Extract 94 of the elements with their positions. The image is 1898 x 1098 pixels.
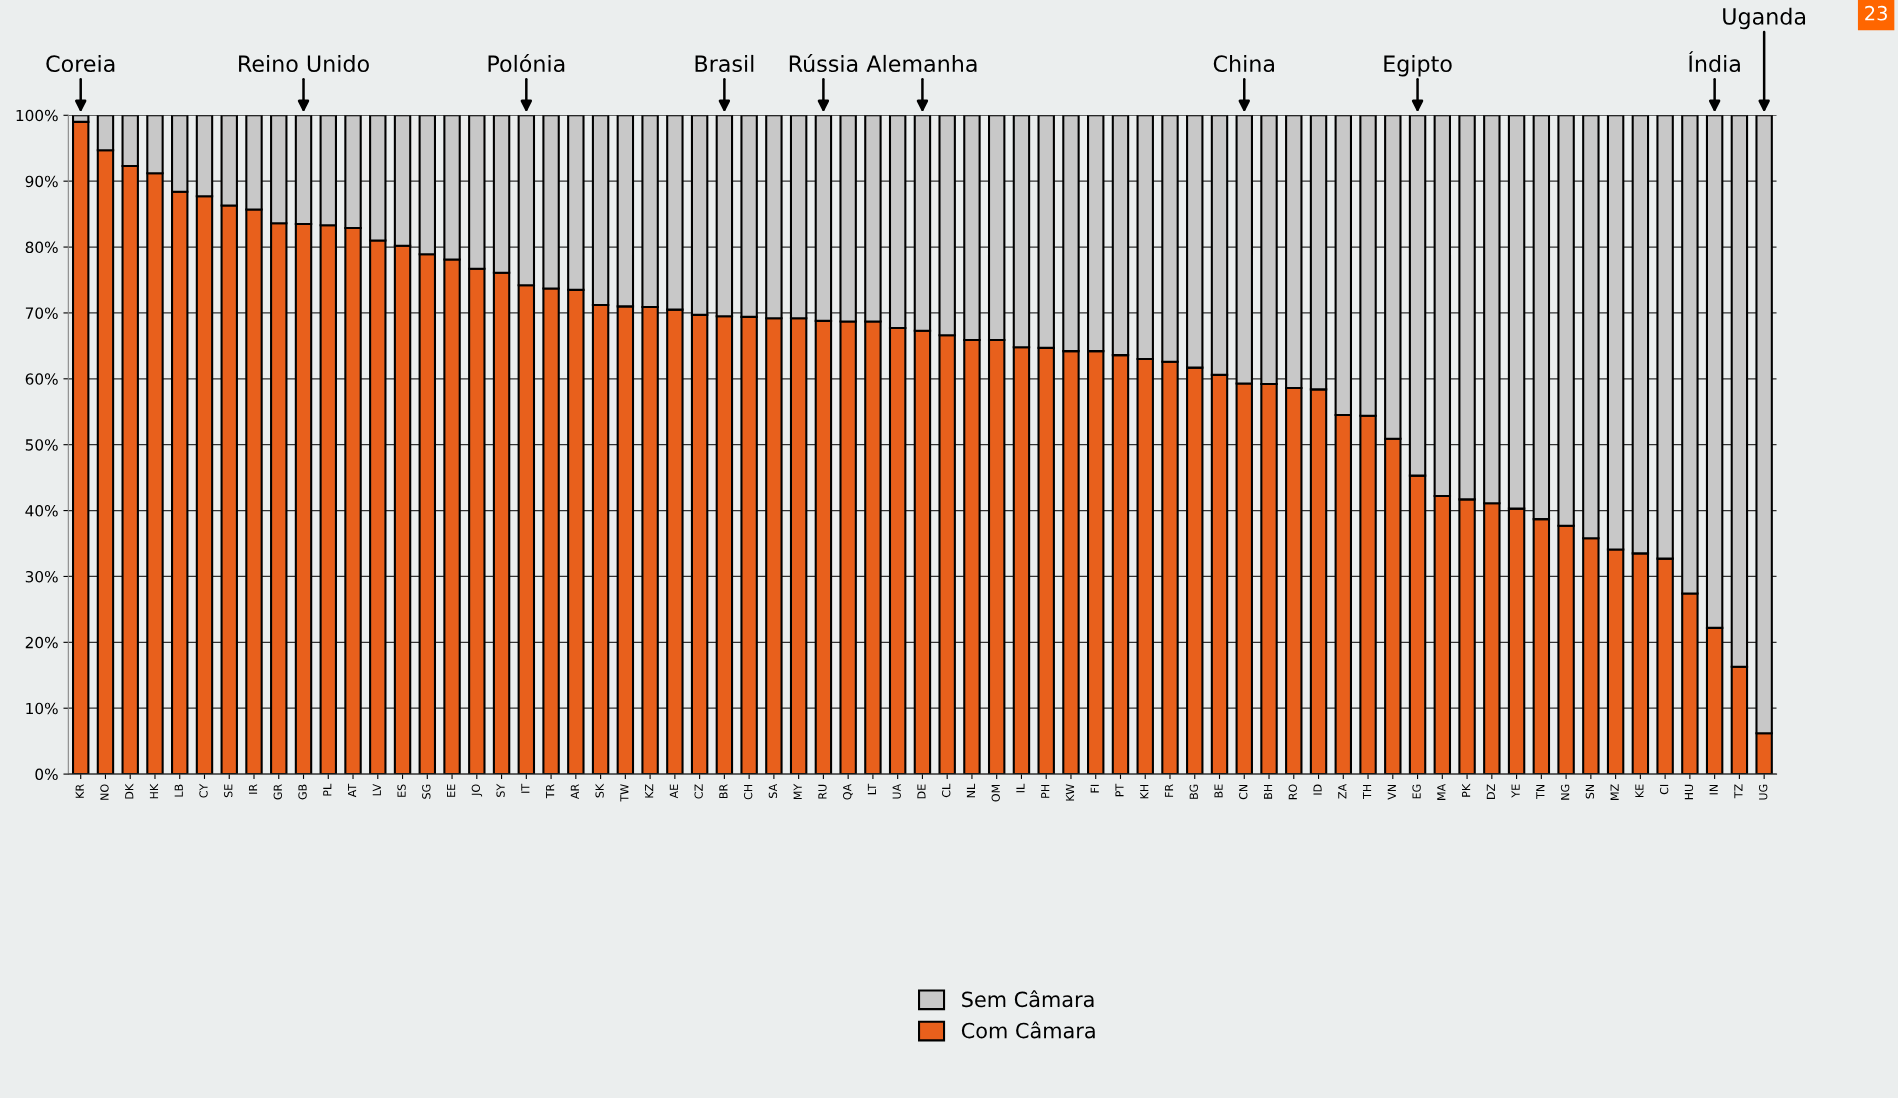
x-tick-label: SG (422, 784, 431, 799)
x-tick-label: PT (1115, 783, 1124, 797)
y-tick-label: 40% (25, 505, 58, 517)
x-tick-label: IT (521, 783, 530, 793)
x-tick-label: QA (842, 783, 853, 800)
x-tick-label: UG (1758, 784, 1768, 800)
x-tick-label: DZ (1486, 784, 1495, 799)
x-tick-label: AE (669, 784, 678, 799)
x-tick-label: TN (1536, 784, 1545, 799)
bar (71, 120, 90, 775)
x-tick-label: KH (1140, 784, 1149, 799)
y-tick-label: 60% (25, 373, 58, 385)
x-tick-label: ES (397, 784, 406, 797)
x-tick-label: TR (546, 784, 555, 799)
x-tick-label: EE (447, 784, 456, 797)
legend-label: Sem Câmara (962, 990, 1094, 1008)
x-tick-label: CI (1659, 784, 1669, 795)
x-tick-label: ZA (1338, 783, 1347, 799)
x-tick-label: SK (595, 783, 604, 798)
x-tick-label: AR (570, 784, 579, 800)
x-tick-label: IN (1709, 784, 1718, 795)
x-tick-label: FI (1090, 784, 1099, 793)
x-tick-label: YE (1511, 784, 1520, 798)
y-tick-label: 80% (25, 241, 58, 254)
annotation: Índia (1689, 51, 1740, 73)
y-tick-label: 90% (25, 175, 58, 188)
x-tick-label: PH (1041, 784, 1050, 798)
x-tick-label: ID (1313, 784, 1322, 795)
x-tick-label: MA (1437, 783, 1446, 800)
x-tick-label: CY (199, 783, 208, 798)
x-tick-label: OM (991, 784, 1000, 802)
x-tick-label: SN (1585, 784, 1595, 799)
annotation: Alemanha (866, 54, 977, 73)
y-tick-label: 30% (25, 570, 58, 583)
y-tick-label: 70% (25, 307, 58, 319)
text: 23 (1865, 5, 1887, 21)
x-tick-label: BG (1189, 784, 1198, 799)
x-tick-label: GB (298, 784, 307, 800)
x-tick-label: CH (743, 784, 753, 800)
x-tick-label: KW (1065, 784, 1075, 801)
x-tick-label: HK (149, 783, 159, 799)
annotation: Egipto (1384, 54, 1452, 77)
annotation: Brasil (695, 54, 754, 73)
y-tick-label: 10% (26, 702, 58, 715)
y-tick-label: 0% (35, 768, 58, 781)
x-tick-label: MZ (1610, 784, 1619, 800)
x-tick-label: CL (942, 783, 951, 798)
x-tick-label: BE (1214, 784, 1223, 798)
x-tick-label: DK (125, 783, 134, 799)
x-tick-label: LB (174, 784, 183, 797)
x-tick-label: NO (100, 784, 109, 800)
x-tick-label: DE (917, 784, 926, 799)
x-tick-label: TZ (1734, 784, 1743, 799)
x-tick-label: CN (1239, 784, 1248, 800)
x-tick-label: VN (1387, 784, 1396, 800)
annotation: China (1213, 54, 1274, 73)
x-tick-label: EG (1412, 784, 1421, 799)
y-tick-label: 100% (16, 109, 58, 122)
x-tick-label: MY (793, 783, 802, 800)
legend-label: Com Câmara (961, 1021, 1095, 1039)
x-tick-label: RO (1288, 784, 1297, 800)
x-tick-label: HU (1684, 784, 1694, 800)
annotation: Coreia (46, 54, 115, 73)
x-tick-label: AT (347, 783, 357, 798)
annotation: Polónia (488, 54, 565, 73)
x-tick-label: TH (1363, 784, 1372, 799)
x-tick-label: KR (75, 784, 84, 798)
x-tick-label: TW (620, 784, 629, 802)
x-tick-label: FR (1164, 784, 1174, 797)
x-tick-label: SY (496, 783, 505, 797)
y-tick-label: 50% (25, 439, 58, 451)
y-tick-label: 20% (25, 636, 58, 649)
x-tick-label: SA (768, 783, 778, 798)
annotation: Uganda (1723, 7, 1806, 30)
x-tick-label: RU (818, 784, 827, 799)
x-tick-label: NL (966, 783, 976, 798)
x-tick-label: BH (1263, 784, 1273, 799)
x-tick-label: UA (892, 783, 901, 799)
x-tick-label: CZ (694, 784, 703, 799)
x-tick-label: KE (1635, 784, 1644, 798)
annotation: Rússia (789, 54, 858, 73)
x-tick-label: IR (248, 784, 258, 794)
x-tick-label: PK (1462, 783, 1471, 797)
x-tick-label: LT (867, 783, 876, 795)
x-tick-label: BR (719, 784, 728, 799)
x-tick-label: NG (1560, 784, 1570, 800)
x-tick-label: LV (372, 783, 381, 796)
x-tick-label: PL (323, 783, 332, 796)
x-tick-label: JO (471, 784, 483, 797)
x-tick-label: KZ (645, 784, 654, 798)
x-tick-label: GR (273, 784, 282, 800)
x-tick-label: IL (1016, 783, 1025, 793)
x-tick-label: SE (224, 784, 233, 798)
annotation: Reino Unido (239, 54, 369, 73)
